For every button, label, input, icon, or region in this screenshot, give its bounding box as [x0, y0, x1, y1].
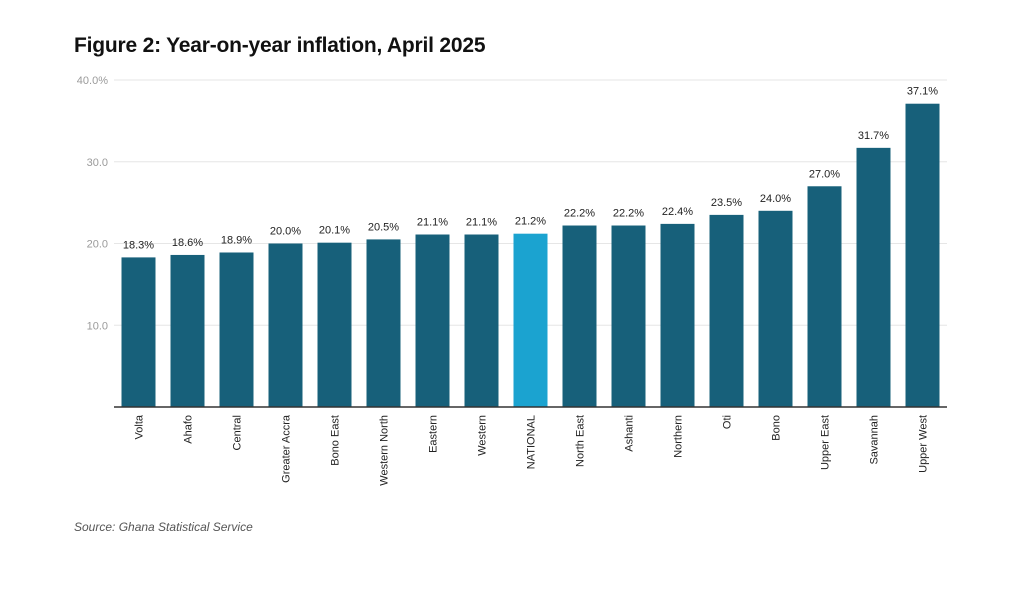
- value-label: 18.9%: [221, 234, 252, 246]
- x-tick-label: Upper East: [820, 415, 832, 470]
- bar-ashanti: [611, 225, 646, 407]
- x-tick-label: Greater Accra: [281, 414, 293, 483]
- value-label: 24.0%: [760, 193, 791, 205]
- x-tick-label: North East: [575, 415, 587, 467]
- value-label: 21.2%: [515, 216, 546, 228]
- value-label: 20.1%: [319, 225, 350, 237]
- value-label: 22.4%: [662, 206, 693, 218]
- value-label: 27.0%: [809, 168, 840, 180]
- y-tick-label: 10.0: [87, 320, 108, 332]
- bar-bono: [758, 210, 793, 407]
- x-tick-label: Volta: [134, 414, 146, 439]
- x-tick-label: Upper West: [918, 415, 930, 473]
- bar-western: [464, 234, 499, 407]
- x-tick-label: Western: [477, 415, 489, 456]
- bar-savannah: [856, 147, 891, 408]
- x-tick-label: Oti: [722, 415, 734, 429]
- value-label: 31.7%: [858, 130, 889, 142]
- bar-northern: [660, 223, 695, 407]
- y-tick-label: 40.0%: [77, 75, 108, 87]
- x-tick-label: Eastern: [428, 415, 440, 453]
- bar-ahafo: [170, 254, 205, 407]
- value-label: 21.1%: [466, 217, 497, 229]
- value-label: 21.1%: [417, 217, 448, 229]
- x-tick-label: Bono: [771, 415, 783, 441]
- bar-north-east: [562, 225, 597, 407]
- bar-upper-west: [905, 103, 940, 408]
- x-tick-label: Ashanti: [624, 415, 636, 452]
- x-tick-label: Ahafo: [183, 415, 195, 444]
- x-tick-label: Savannah: [869, 415, 881, 465]
- y-tick-label: 20.0: [87, 239, 108, 251]
- value-label: 20.5%: [368, 221, 399, 233]
- bar-bono-east: [317, 242, 352, 407]
- value-label: 22.2%: [564, 208, 595, 220]
- chart-title: Figure 2: Year-on-year inflation, April …: [74, 34, 486, 57]
- value-label: 18.6%: [172, 237, 203, 249]
- value-label: 18.3%: [123, 239, 154, 251]
- bar-upper-east: [807, 186, 842, 407]
- bar-eastern: [415, 234, 450, 407]
- value-label: 23.5%: [711, 197, 742, 209]
- x-tick-label: Central: [232, 415, 244, 450]
- x-tick-label: Northern: [673, 415, 685, 458]
- value-label: 37.1%: [907, 86, 938, 98]
- bar-oti: [709, 214, 744, 407]
- value-label: 20.0%: [270, 226, 301, 238]
- bar-central: [219, 252, 254, 407]
- bar-greater-accra: [268, 243, 303, 407]
- value-label: 22.2%: [613, 208, 644, 220]
- source-note: Source: Ghana Statistical Service: [74, 520, 253, 534]
- x-tick-label: Bono East: [330, 415, 342, 466]
- x-tick-label: NATIONAL: [526, 415, 538, 469]
- bar-volta: [121, 257, 156, 407]
- bar-western-north: [366, 239, 401, 407]
- x-tick-label: Western North: [379, 415, 391, 486]
- y-tick-label: 30.0: [87, 157, 108, 169]
- bar-national: [513, 233, 548, 407]
